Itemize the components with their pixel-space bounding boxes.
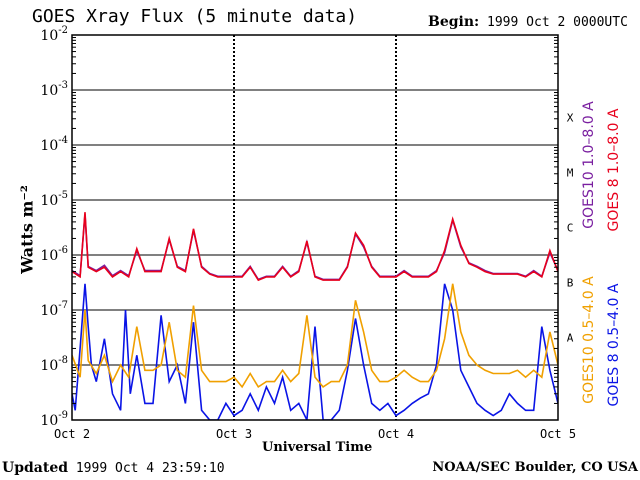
flare-class-label: M xyxy=(567,167,574,180)
flare-class-label: X xyxy=(567,112,574,125)
chart-title: GOES Xray Flux (5 minute data) xyxy=(32,6,358,27)
plot-border xyxy=(71,34,559,421)
y-tick-label: 10-8 xyxy=(40,355,68,374)
begin-label: Begin: xyxy=(428,14,480,30)
series-line xyxy=(72,212,558,282)
flare-class-label: A xyxy=(567,332,574,345)
credit-text: NOAA/SEC Boulder, CO USA xyxy=(432,460,638,475)
legend-entry: GOES10 0.5–4.0 A xyxy=(581,276,597,404)
y-tick-label: 10-5 xyxy=(40,190,68,209)
x-tick-label: Oct 3 xyxy=(216,427,252,441)
y-tick-label: 10-6 xyxy=(40,245,68,264)
x-tick-label: Oct 4 xyxy=(378,427,414,441)
series-line xyxy=(72,283,558,420)
plot-frame xyxy=(71,34,559,421)
updated-timestamp: Updated 1999 Oct 4 23:59:10 xyxy=(2,460,225,476)
x-tick-label: Oct 2 xyxy=(54,427,90,441)
y-tick-label: 10-9 xyxy=(40,410,68,429)
series-line xyxy=(72,283,558,389)
y-tick-label: 10-2 xyxy=(40,25,68,44)
y-axis-label: Watts m⁻² xyxy=(17,185,37,274)
updated-value: 1999 Oct 4 23:59:10 xyxy=(75,461,225,476)
flare-class-label: B xyxy=(567,277,574,290)
grid-lines xyxy=(72,35,558,420)
legend-entry: GOES10 1.0–8.0 A xyxy=(581,101,597,229)
flare-class-label: C xyxy=(567,222,574,235)
y-tick-label: 10-7 xyxy=(40,300,68,319)
legend-entry: GOES 8 1.0–8.0 A xyxy=(606,108,622,231)
x-tick-label: Oct 5 xyxy=(540,427,576,441)
series-lines xyxy=(72,212,558,420)
flare-class-labels: A B C M X xyxy=(567,112,574,345)
x-tick-labels: Oct 2 Oct 3 Oct 4 Oct 5 xyxy=(54,427,576,441)
y-tick-label: 10-3 xyxy=(40,80,68,99)
x-axis-label: Universal Time xyxy=(262,440,373,455)
legend-entry: GOES 8 0.5–4.0 A xyxy=(606,283,622,406)
begin-date: Begin: 1999 Oct 2 0000UTC xyxy=(428,14,628,30)
y-tick-labels: 10-9 10-8 10-7 10-6 10-5 10-4 10-3 10-2 xyxy=(40,25,68,429)
legend: GOES 8 1.0–8.0 A GOES10 1.0–8.0 A GOES 8 0… xyxy=(581,101,622,407)
updated-label: Updated xyxy=(2,460,69,476)
y-tick-label: 10-4 xyxy=(40,135,68,154)
begin-value: 1999 Oct 2 0000UTC xyxy=(487,15,628,30)
